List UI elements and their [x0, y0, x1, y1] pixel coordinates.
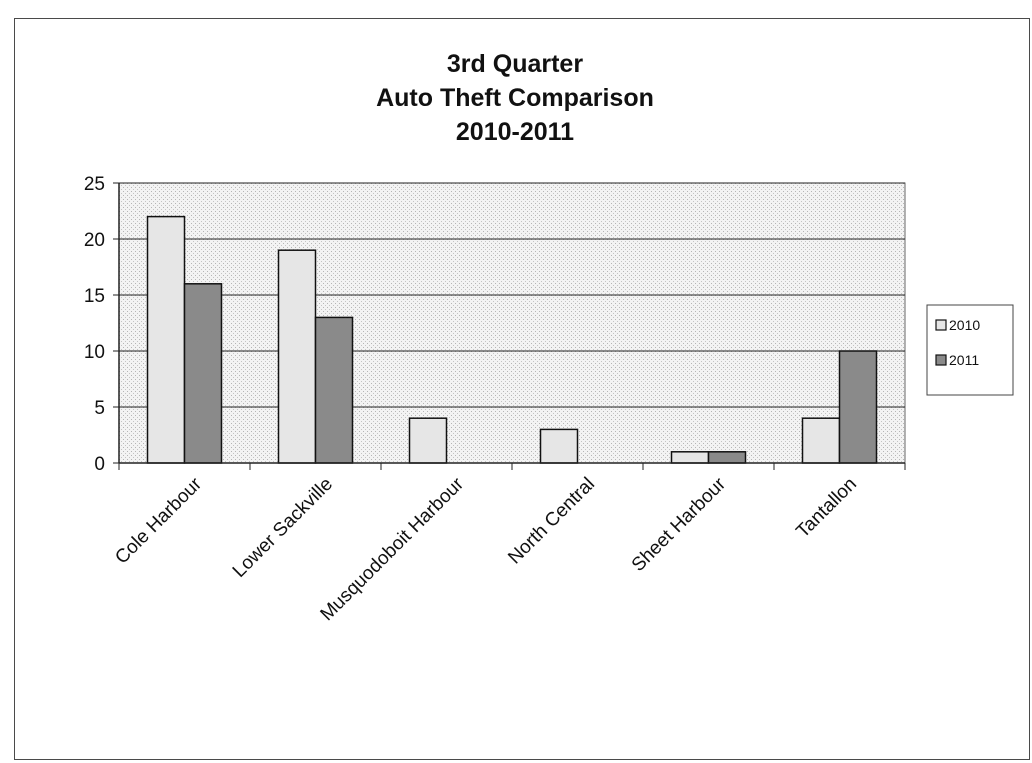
- chart-frame: 3rd Quarter Auto Theft Comparison 2010-2…: [14, 18, 1030, 760]
- legend-swatch-2011: [935, 354, 947, 366]
- legend-label-2011: 2011: [949, 352, 979, 368]
- y-tick-label: 25: [84, 174, 105, 195]
- bar-2010-musquodoboit-harbour: [408, 417, 448, 464]
- plot-area: [118, 182, 906, 464]
- y-tick-label: 20: [84, 230, 105, 251]
- bar-2010-cole-harbour: [146, 215, 186, 464]
- x-category-label: North Central: [504, 474, 599, 569]
- chart-svg: 3rd Quarter Auto Theft Comparison 2010-2…: [84, 50, 1014, 625]
- legend-swatch-2010: [935, 319, 947, 331]
- x-category-label: Sheet Harbour: [628, 473, 731, 576]
- gridlines: [119, 182, 905, 408]
- x-category-label: Tantallon: [792, 474, 861, 543]
- bar-2010-sheet-harbour: [670, 451, 710, 464]
- bar-2011-lower-sackville: [314, 316, 354, 464]
- bar-2011-sheet-harbour: [707, 451, 747, 464]
- legend-label-2010: 2010: [949, 317, 980, 333]
- y-axis-ticks: 0 5 10 15 20 25: [84, 174, 119, 475]
- bar-2010-tantallon: [801, 417, 841, 464]
- y-tick-label: 5: [94, 398, 105, 419]
- y-tick-label: 15: [84, 286, 105, 307]
- x-category-label: Cole Harbour: [111, 473, 206, 568]
- x-axis-labels: Cole Harbour Lower SackvilleMusquodoboit …: [111, 463, 906, 625]
- chart-title-line-3: 2010-2011: [456, 118, 574, 146]
- chart-title-line-1: 3rd Quarter: [447, 50, 583, 78]
- bar-2010-north-central: [539, 428, 579, 464]
- x-category-label: Musquodoboit Harbour: [317, 473, 469, 625]
- y-tick-label: 0: [94, 454, 105, 475]
- x-category-label: Lower Sackville: [229, 474, 337, 582]
- chart-title-line-2: Auto Theft Comparison: [376, 84, 654, 112]
- bar-2011-cole-harbour: [183, 283, 223, 464]
- bar-2011-tantallon: [838, 350, 878, 464]
- bars: [146, 215, 878, 464]
- y-tick-label: 10: [84, 342, 105, 363]
- legend: 2010 2011: [926, 304, 1014, 396]
- bar-2010-lower-sackville: [277, 249, 317, 464]
